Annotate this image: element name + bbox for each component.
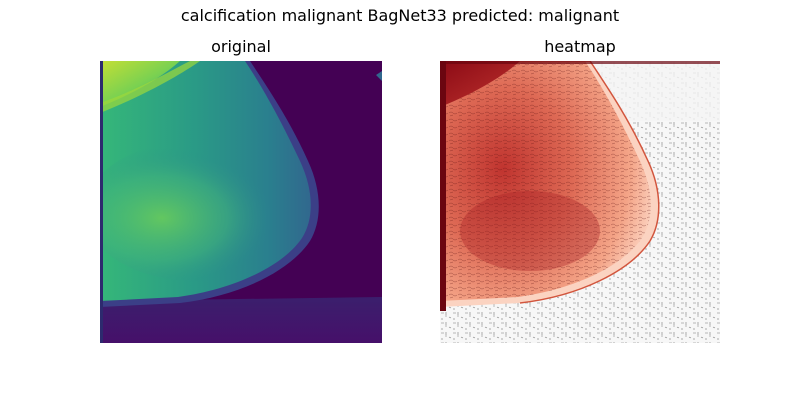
heat-left-border: [440, 61, 446, 311]
heat-top-border: [440, 61, 720, 64]
left-border: [100, 61, 103, 343]
heat-contours: [440, 61, 651, 301]
heatmap-image-panel: [440, 61, 720, 343]
dense-tissue: [100, 141, 305, 281]
corner-marker: [376, 71, 382, 81]
original-mammogram-image: [100, 61, 382, 343]
pectoral-edge: [100, 61, 200, 113]
lower-region: [100, 297, 382, 343]
original-panel-title: original: [211, 37, 271, 56]
heatmap-panel-title: heatmap: [544, 37, 616, 56]
heat-edge-line: [440, 61, 660, 304]
heatmap-image: [440, 61, 720, 343]
heat-pectoral-region: [440, 61, 520, 107]
original-image-panel: [100, 61, 382, 343]
figure-title: calcification malignant BagNet33 predict…: [180, 6, 620, 25]
heat-hotspot: [460, 191, 600, 271]
